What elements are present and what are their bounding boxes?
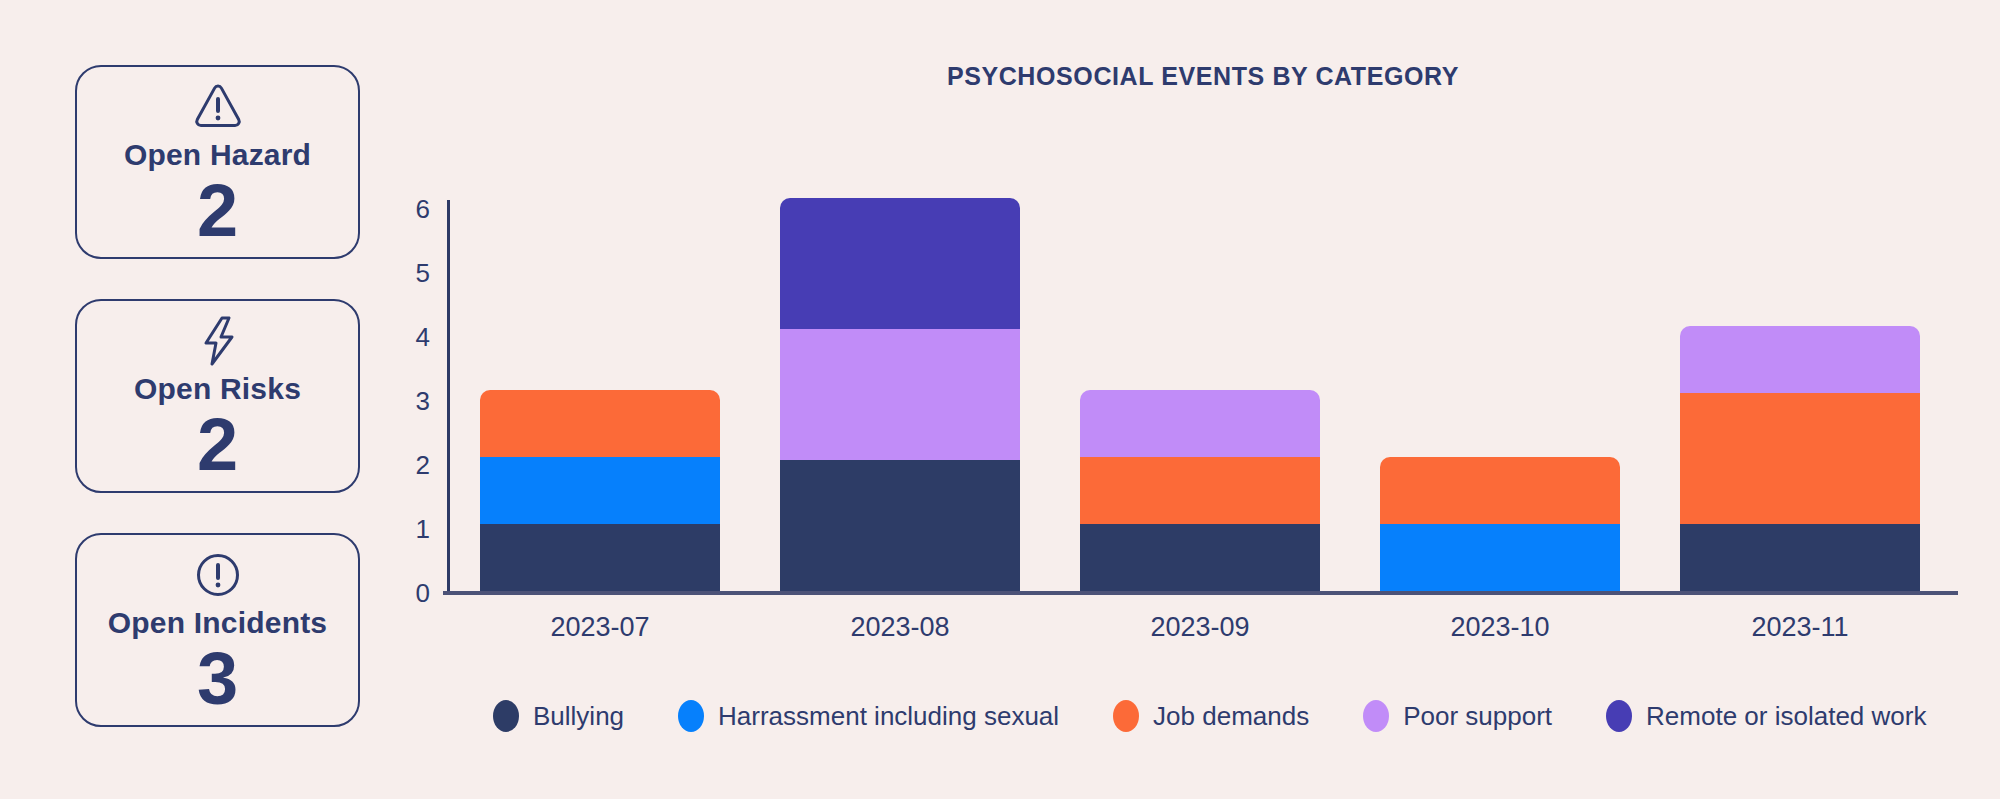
- legend-dot-icon: [678, 700, 704, 732]
- open-hazard-card[interactable]: Open Hazard 2: [75, 65, 360, 259]
- bar-segment-2023-09[interactable]: [1080, 524, 1320, 591]
- legend-label: Poor support: [1403, 701, 1552, 732]
- y-tick-label: 4: [368, 323, 430, 351]
- bar-segment-2023-09[interactable]: [1080, 457, 1320, 524]
- legend-item[interactable]: Bullying: [493, 700, 624, 732]
- warning-triangle-icon: [77, 82, 358, 130]
- legend-item[interactable]: Harrassment including sexual: [678, 700, 1059, 732]
- chart-title: PSYCHOSOCIAL EVENTS BY CATEGORY: [448, 62, 1958, 91]
- legend-label: Harrassment including sexual: [718, 701, 1059, 732]
- card-value: 3: [77, 642, 358, 716]
- legend-dot-icon: [1363, 700, 1389, 732]
- legend-item[interactable]: Poor support: [1363, 700, 1552, 732]
- x-axis-label: 2023-09: [1080, 612, 1320, 642]
- y-tick-label: 3: [368, 387, 430, 415]
- legend-label: Job demands: [1153, 701, 1309, 732]
- y-axis-line: [447, 200, 450, 593]
- exclamation-circle-icon: [77, 550, 358, 598]
- y-tick-label: 5: [368, 259, 430, 287]
- bar-segment-2023-08[interactable]: [780, 198, 1020, 329]
- card-label: Open Hazard: [77, 138, 358, 172]
- chart-legend: Bullying Harrassment including sexual Job …: [493, 698, 1926, 734]
- y-tick-label: 1: [368, 515, 430, 543]
- open-incidents-card[interactable]: Open Incidents 3: [75, 533, 360, 727]
- legend-dot-icon: [1113, 700, 1139, 732]
- bar-segment-2023-07[interactable]: [480, 457, 720, 524]
- bar-segment-2023-11[interactable]: [1680, 393, 1920, 524]
- x-axis-label: 2023-10: [1380, 612, 1620, 642]
- y-tick-label: 6: [368, 195, 430, 223]
- bar-segment-2023-07[interactable]: [480, 524, 720, 591]
- legend-item[interactable]: Remote or isolated work: [1606, 700, 1926, 732]
- bar-segment-2023-08[interactable]: [780, 460, 1020, 591]
- lightning-bolt-icon: [77, 316, 358, 364]
- legend-dot-icon: [493, 700, 519, 732]
- x-axis-label: 2023-11: [1680, 612, 1920, 642]
- y-tick-label: 2: [368, 451, 430, 479]
- x-axis-label: 2023-07: [480, 612, 720, 642]
- y-tick-label: 0: [368, 579, 430, 607]
- legend-item[interactable]: Job demands: [1113, 700, 1309, 732]
- bar-segment-2023-10[interactable]: [1380, 457, 1620, 524]
- bar-segment-2023-11[interactable]: [1680, 326, 1920, 393]
- legend-label: Remote or isolated work: [1646, 701, 1926, 732]
- card-label: Open Risks: [77, 372, 358, 406]
- x-axis-label: 2023-08: [780, 612, 1020, 642]
- card-label: Open Incidents: [77, 606, 358, 640]
- bar-segment-2023-11[interactable]: [1680, 524, 1920, 591]
- bar-segment-2023-09[interactable]: [1080, 390, 1320, 457]
- card-value: 2: [77, 174, 358, 248]
- summary-cards-panel: Open Hazard 2 Open Risks 2 Open Incident…: [75, 65, 360, 767]
- open-risks-card[interactable]: Open Risks 2: [75, 299, 360, 493]
- x-axis-line: [443, 591, 1958, 595]
- bar-segment-2023-07[interactable]: [480, 390, 720, 457]
- legend-dot-icon: [1606, 700, 1632, 732]
- bar-segment-2023-08[interactable]: [780, 329, 1020, 460]
- bar-segment-2023-10[interactable]: [1380, 524, 1620, 591]
- legend-label: Bullying: [533, 701, 624, 732]
- card-value: 2: [77, 408, 358, 482]
